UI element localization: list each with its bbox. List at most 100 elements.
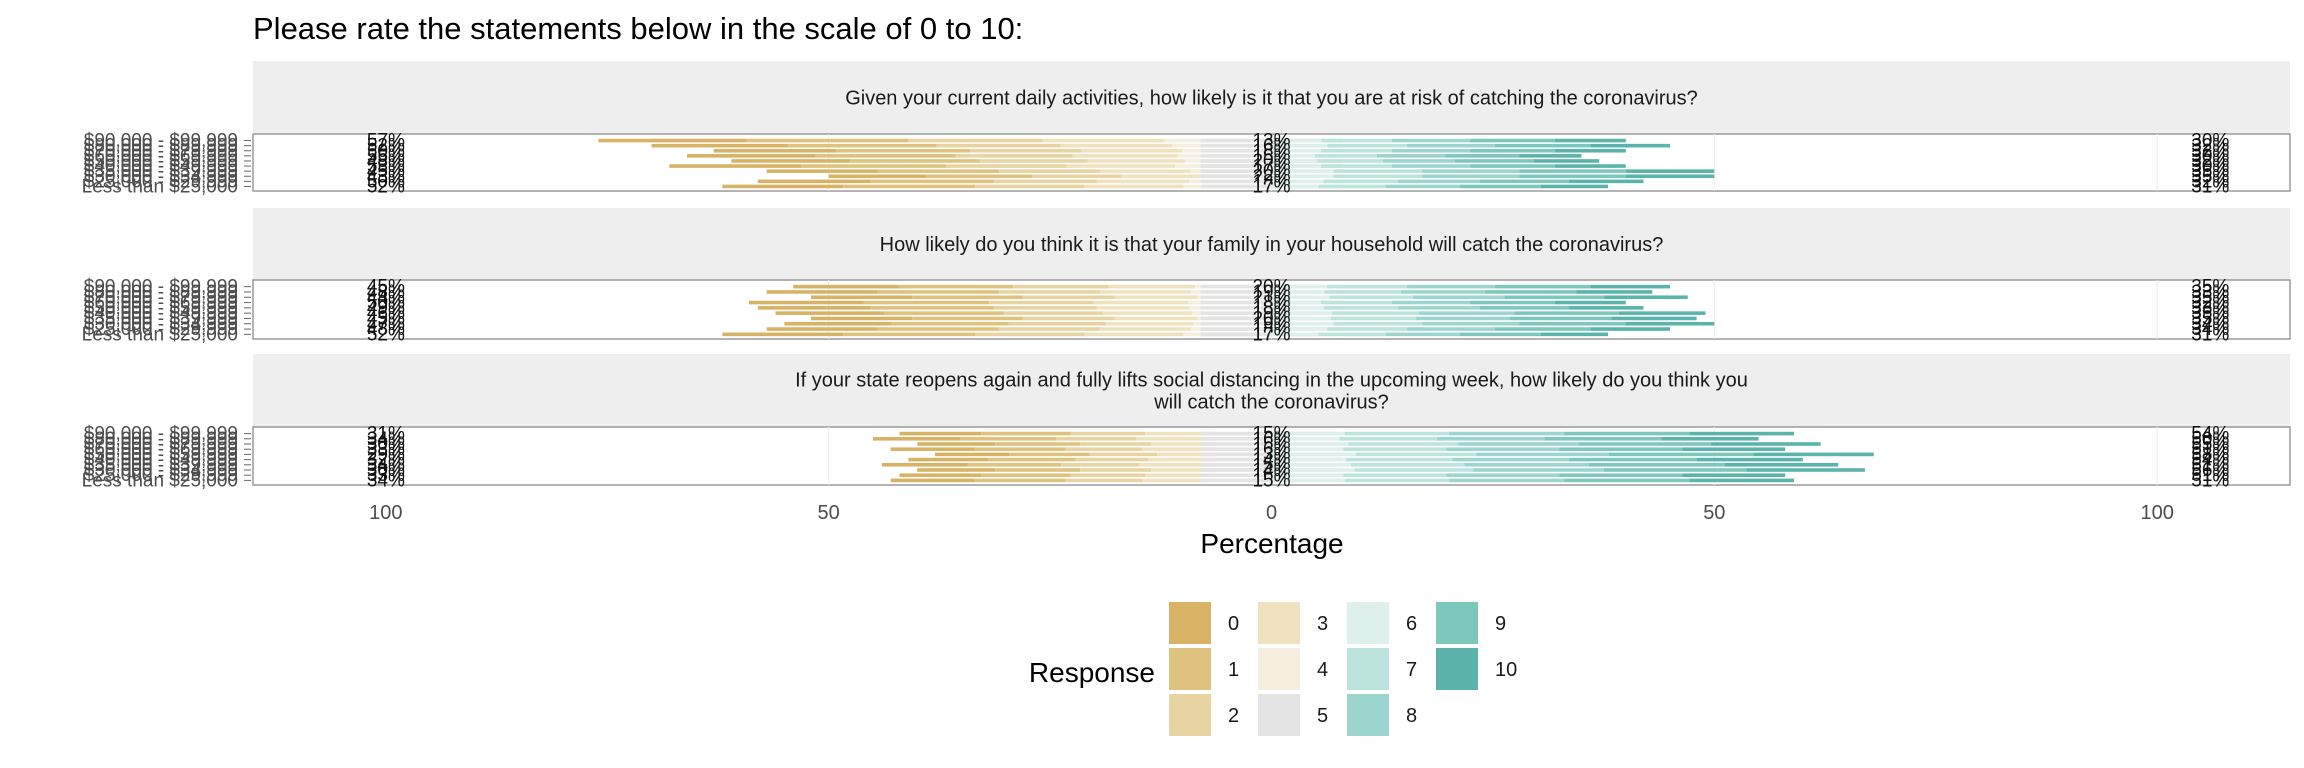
- bar-segment-7: [1333, 321, 1423, 326]
- bar-segment-8: [1449, 431, 1565, 436]
- right-percent-label: 34%: [2191, 314, 2229, 335]
- x-tick-label: 0: [1266, 502, 1277, 524]
- legend-swatch: [1258, 694, 1300, 736]
- bar-segment-0: [766, 327, 878, 331]
- bar-segment-2: [970, 148, 1082, 153]
- bar-segment-0: [748, 300, 864, 305]
- bar-segment-10: [1661, 437, 1759, 441]
- bar-segment-7: [1327, 284, 1408, 289]
- bar-segment-3: [1096, 179, 1190, 184]
- bar-row: 55% 15% 30%$60,000 - $69,999: [84, 146, 2230, 167]
- bar-segment-2: [1080, 468, 1152, 472]
- bar-segment-1: [787, 143, 937, 148]
- bar-segment-8: [1376, 154, 1446, 158]
- left-percent-label: 34%: [367, 470, 405, 491]
- panel-strip: [253, 61, 2290, 134]
- bar-segment-9: [1519, 169, 1626, 173]
- legend-swatch: [1347, 602, 1389, 644]
- right-percent-label: 32%: [2191, 136, 2229, 157]
- bar-row: 53% 17% 30%$40,000 - $49,999: [84, 156, 2230, 177]
- y-tick-label: $70,000 - $79,999: [84, 287, 238, 308]
- y-tick-label: $25,000 - $29,999: [84, 465, 238, 486]
- bar-segment-6: [1271, 159, 1318, 163]
- bar-segment-0: [722, 184, 844, 189]
- bar-segment-6: [1271, 164, 1322, 168]
- bar-segment-3: [1151, 442, 1215, 446]
- bar-segment-1: [988, 457, 1076, 462]
- bar-segment-2: [989, 300, 1094, 305]
- bar-segment-0: [766, 169, 878, 173]
- bar-segment-9: [1469, 300, 1555, 305]
- bar-segment-10: [1569, 179, 1644, 184]
- right-percent-label: 32%: [2191, 141, 2229, 162]
- bar-segment-2: [974, 332, 1085, 337]
- bar-segment-1: [912, 295, 1023, 300]
- x-axis: 100 50 0 50 100: [369, 502, 2174, 524]
- left-percent-label: 57%: [367, 131, 405, 152]
- bar-segment-6: [1271, 311, 1333, 315]
- bar-segment-2: [998, 327, 1100, 331]
- bar-segment-7: [1317, 159, 1383, 163]
- right-percent-label: 35%: [2191, 277, 2229, 298]
- legend-label: 4: [1317, 659, 1328, 681]
- bar-row: 46% 19% 35%$40,000 - $49,999: [84, 303, 2230, 324]
- left-percent-label: 46%: [367, 303, 405, 324]
- bar-segment-1: [870, 179, 995, 184]
- bar-segment-3: [1060, 143, 1173, 148]
- bar-segment-0: [784, 321, 892, 326]
- bar-segment-2: [1013, 284, 1109, 289]
- bar-segment-9: [1559, 473, 1683, 477]
- y-tick-label: $50,000 - $59,999: [84, 298, 238, 319]
- y-tick-label: $90,000 - $99,999: [84, 424, 238, 445]
- left-percent-label: 52%: [367, 324, 405, 345]
- bar-segment-3: [1081, 148, 1183, 153]
- bar-segment-8: [1407, 284, 1495, 289]
- bar-segment-10: [1540, 184, 1609, 189]
- bar-segment-2: [936, 143, 1061, 148]
- bar-segment-6: [1271, 306, 1324, 310]
- bar-segment-0: [872, 437, 961, 441]
- bar-segment-9: [1509, 316, 1612, 321]
- bar-segment-0: [917, 468, 996, 472]
- bar-segment-3: [1072, 154, 1178, 158]
- bar-segment-6: [1271, 284, 1328, 289]
- bar-segment-9: [1608, 452, 1754, 457]
- bar-segment-1: [836, 148, 971, 153]
- bar-segment-8: [1385, 184, 1460, 189]
- left-percent-label: 33%: [367, 439, 405, 460]
- bar-segment-7: [1324, 290, 1401, 294]
- legend-swatch: [1169, 648, 1211, 690]
- legend-swatch: [1436, 602, 1478, 644]
- left-percent-label: 29%: [367, 444, 405, 465]
- legend-label: 6: [1406, 613, 1417, 635]
- panel-title-line: Given your current daily activities, how…: [845, 88, 1698, 110]
- bar-segment-2: [1080, 442, 1152, 446]
- panel-title-line: If your state reopens again and fully li…: [795, 370, 1748, 392]
- left-percent-label: 50%: [367, 293, 405, 314]
- legend-label: 3: [1317, 613, 1328, 635]
- bar-segment-9: [1469, 138, 1555, 143]
- bar-segment-7: [1314, 154, 1377, 158]
- center-percent-label: 17%: [1252, 324, 1290, 345]
- bar-segment-2: [1089, 452, 1158, 457]
- panel-title-line: How likely do you think it is that your …: [880, 234, 1664, 256]
- bar-segment-9: [1564, 431, 1690, 436]
- bar-segment-6: [1271, 143, 1328, 148]
- bar-segment-1: [981, 473, 1071, 477]
- bar-segment-1: [843, 184, 975, 189]
- bar-row: 52% 17% 31% Less than $25,000: [82, 176, 2230, 197]
- bar-segment-6: [1271, 138, 1322, 143]
- bar-segment-0: [810, 316, 913, 321]
- bar-segment-10: [1618, 311, 1706, 315]
- bar-segment-7: [1343, 473, 1447, 477]
- y-tick-label: Less than $25,000: [82, 324, 238, 345]
- bar-segment-2: [1022, 316, 1115, 321]
- bar-segment-3: [1099, 169, 1191, 173]
- left-percent-label: 45%: [367, 161, 405, 182]
- bar-segment-6: [1271, 184, 1319, 189]
- bar-segment-1: [891, 321, 1009, 326]
- bar-segment-2: [955, 154, 1073, 158]
- bar-segment-3: [1105, 321, 1194, 326]
- bar-segment-6: [1271, 442, 1349, 446]
- right-percent-label: 55%: [2191, 434, 2229, 455]
